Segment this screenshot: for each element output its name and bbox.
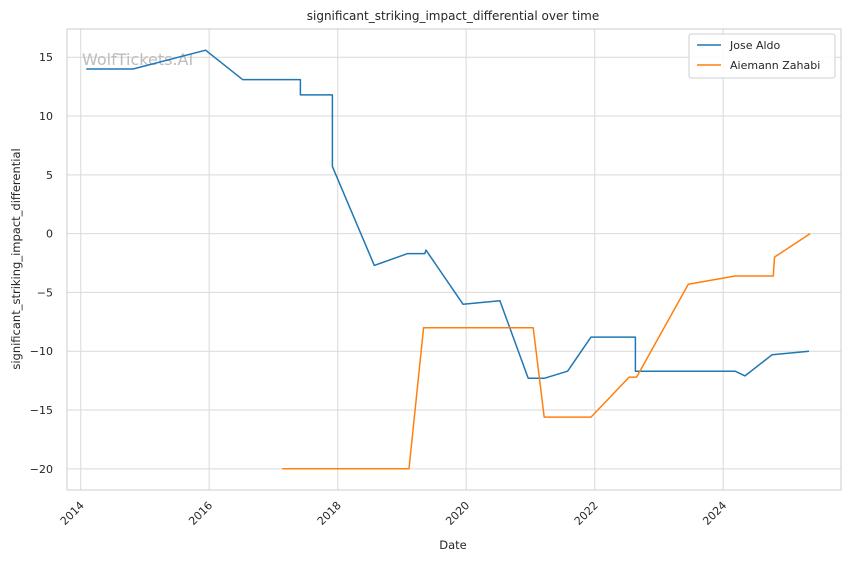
x-tick-label: 2020 [443, 499, 472, 528]
y-tick-label: −15 [30, 404, 53, 417]
y-tick-label: −5 [37, 286, 53, 299]
x-tick-label: 2014 [58, 499, 87, 528]
x-tick-label: 2022 [572, 499, 601, 528]
legend-label-aiemann-zahabi: Aiemann Zahabi [730, 59, 820, 72]
series-line-jose-aldo [86, 49, 810, 380]
series-lines [86, 49, 811, 470]
y-axis-ticks: −20 −15 −10 −5 0 5 10 15 [30, 51, 53, 476]
plot-area-frame [66, 28, 842, 491]
y-tick-label: 0 [46, 228, 53, 241]
watermark-text: WolfTickets.AI [82, 50, 193, 69]
chart-title: significant_striking_impact_differential… [307, 9, 599, 23]
grid [67, 29, 841, 490]
legend-label-jose-aldo: Jose Aldo [729, 39, 781, 52]
legend-box [688, 33, 836, 79]
y-tick-label: 10 [39, 110, 53, 123]
x-axis-label: Date [439, 538, 467, 552]
legend: Jose Aldo Aiemann Zahabi [688, 33, 836, 79]
y-tick-label: −20 [30, 463, 53, 476]
x-axis-ticks: 2014 2016 2018 2020 2022 2024 [58, 499, 729, 528]
y-tick-label: 15 [39, 51, 53, 64]
x-tick-label: 2024 [700, 499, 729, 528]
y-tick-label: −10 [30, 345, 53, 358]
x-tick-label: 2016 [186, 499, 215, 528]
y-tick-label: 5 [46, 169, 53, 182]
series-line-aiemann-zahabi [282, 232, 811, 470]
x-tick-label: 2018 [315, 499, 344, 528]
y-axis-label: significant_striking_impact_differential [9, 148, 23, 369]
